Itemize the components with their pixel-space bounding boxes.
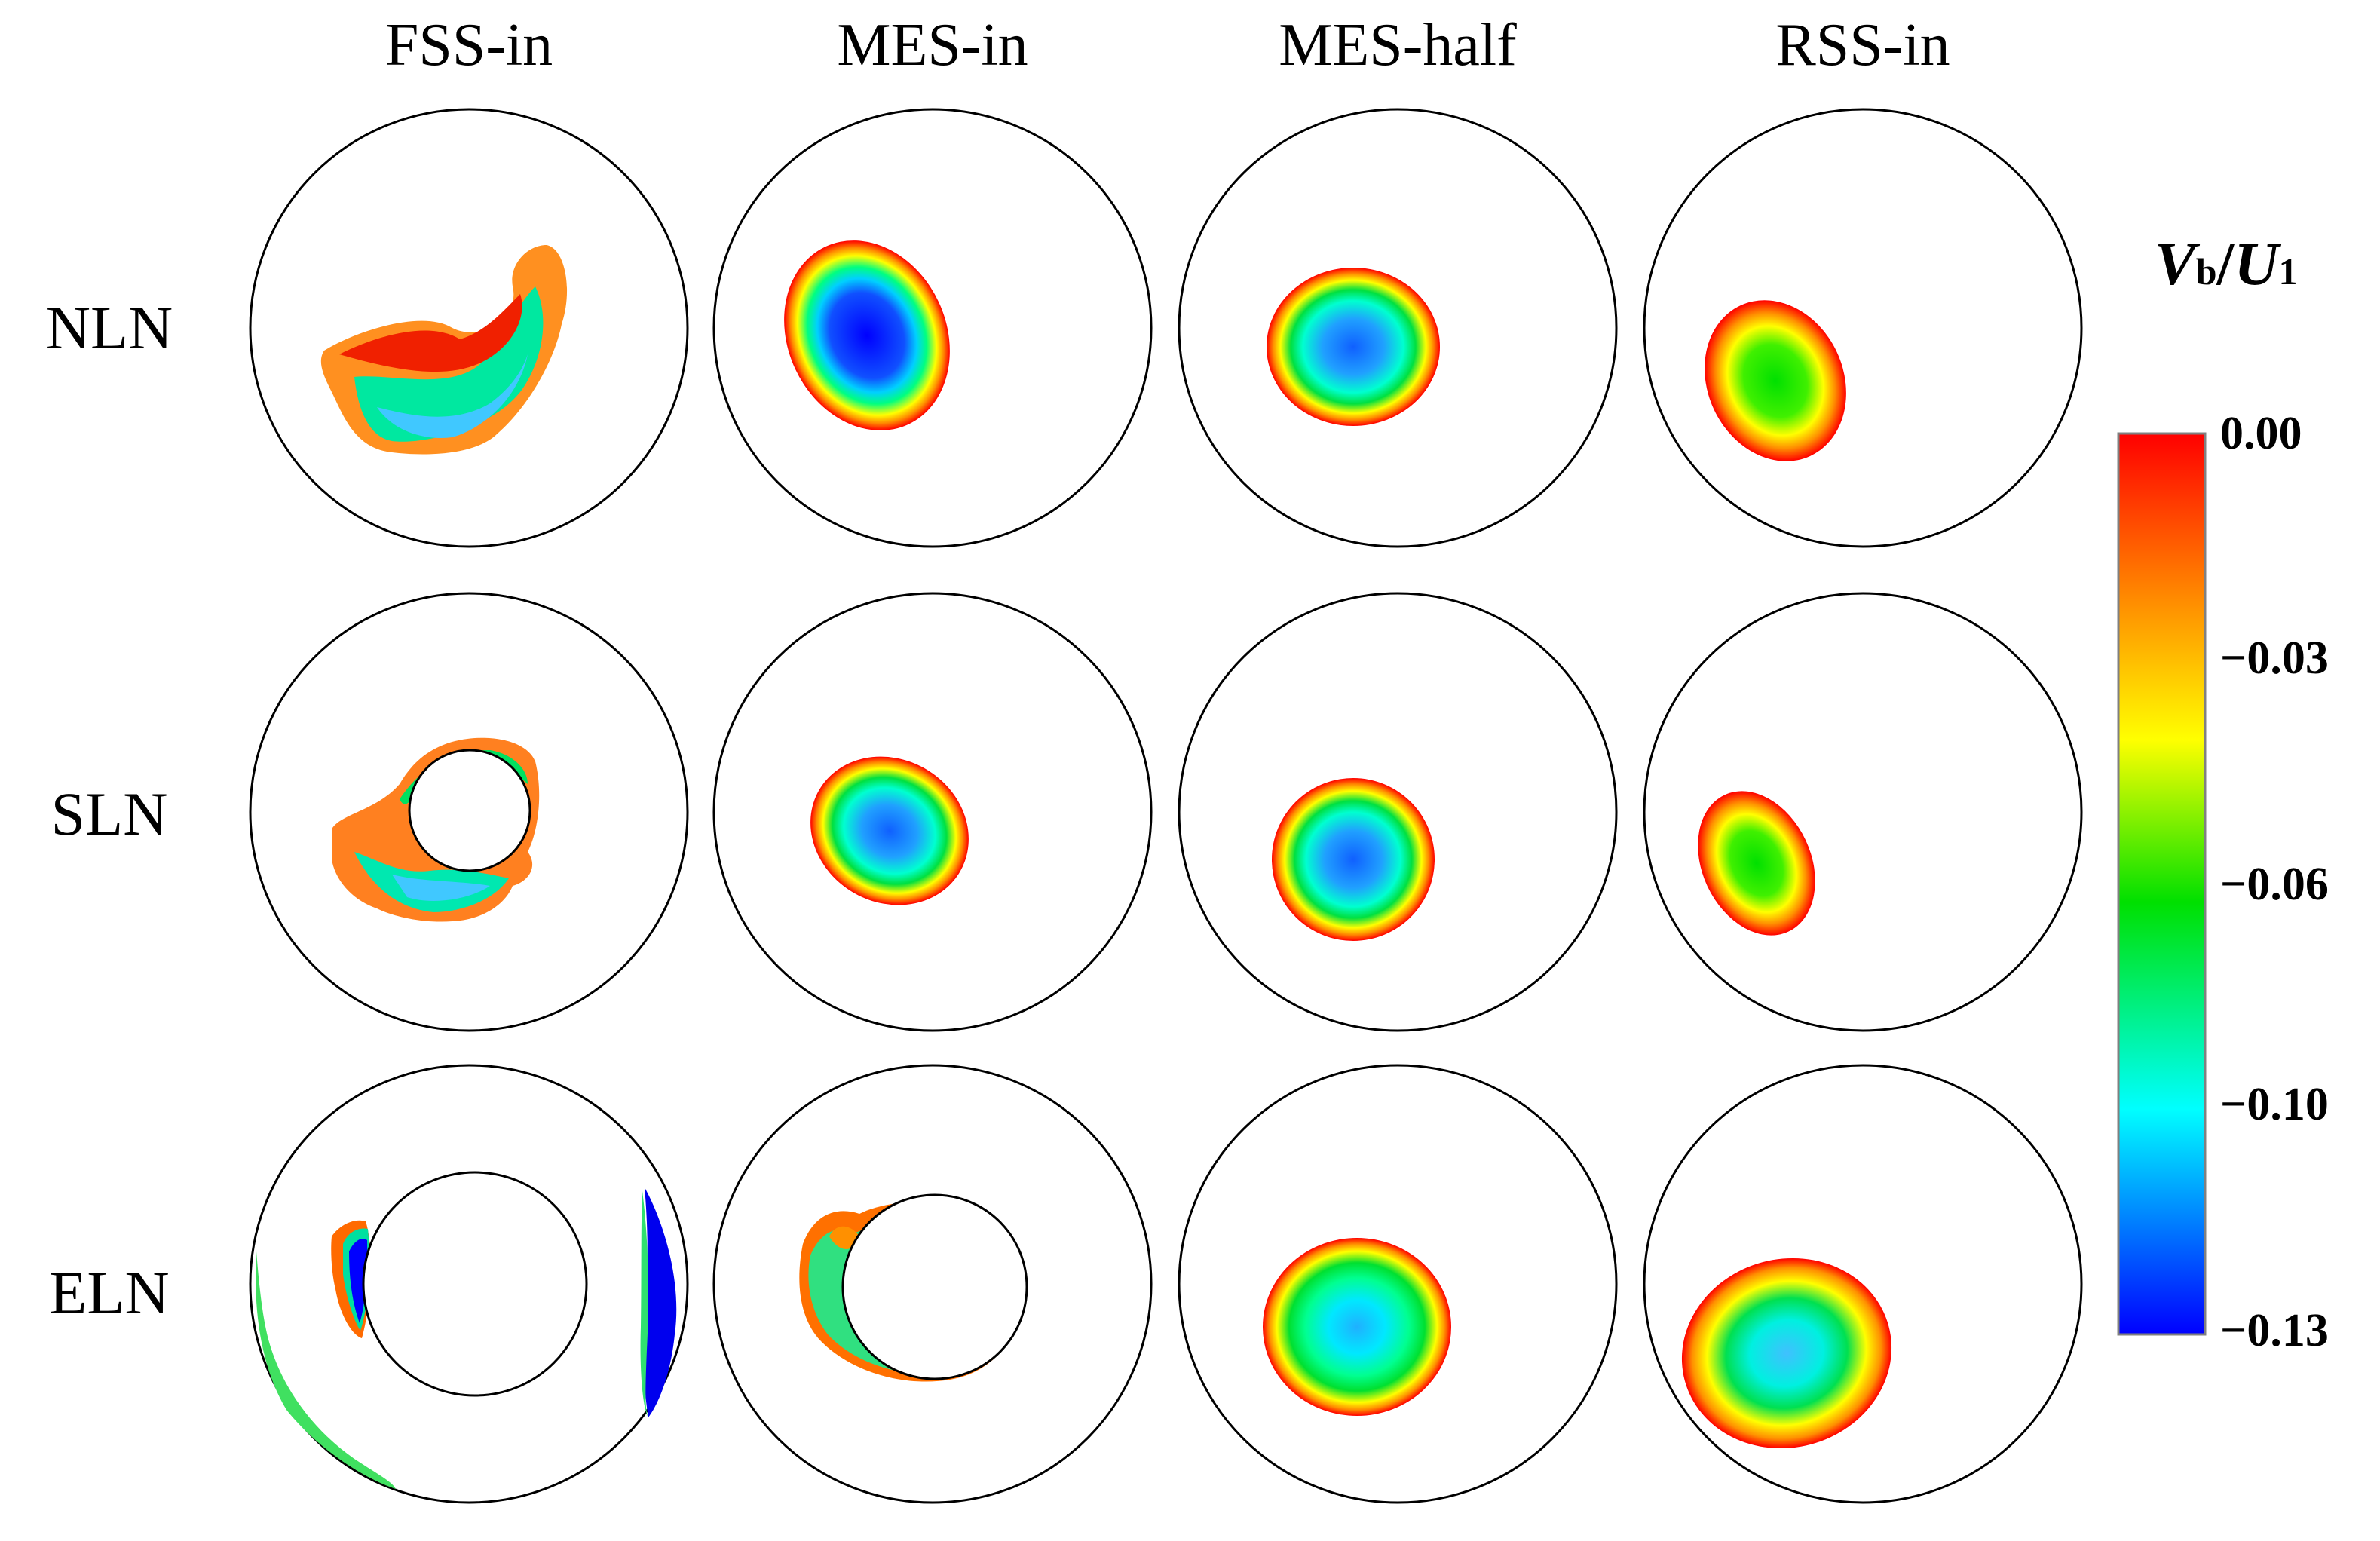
column-title-mes-half: MES-half: [1279, 12, 1517, 78]
colorbar-tick-0: 0.00: [2220, 408, 2302, 459]
panel-nln-rss-in: [1643, 108, 2083, 548]
row-title-nln: NLN: [45, 293, 173, 362]
column-title-mes-in: MES-in: [837, 12, 1028, 78]
panel-nln-fss-in: [249, 108, 689, 548]
colorbar-tick-4: −0.13: [2220, 1305, 2329, 1356]
column-title-rss-in: RSS-in: [1775, 12, 1950, 78]
panel-eln-fss-in: [249, 1064, 689, 1504]
panel-sln-mes-half: [1178, 592, 1618, 1032]
colorbar-tick-2: −0.06: [2220, 859, 2329, 910]
panel-eln-rss-in: [1643, 1064, 2083, 1504]
panel-eln-mes-half: [1178, 1064, 1618, 1504]
colorbar: [2117, 432, 2207, 1336]
panel-sln-fss-in: [249, 592, 689, 1032]
column-title-fss-in: FSS-in: [384, 12, 553, 78]
row-title-eln: ELN: [49, 1258, 170, 1327]
panel-nln-mes-in: [712, 108, 1153, 548]
panel-eln-mes-in: [712, 1064, 1153, 1504]
panel-sln-mes-in: [712, 592, 1153, 1032]
colorbar-tick-1: −0.03: [2220, 633, 2329, 684]
panel-sln-rss-in: [1643, 592, 2083, 1032]
colorbar-tick-3: −0.10: [2220, 1079, 2329, 1130]
colorbar-title: Vb/U1: [2155, 229, 2298, 298]
row-title-sln: SLN: [51, 780, 168, 848]
panel-nln-mes-half: [1178, 108, 1618, 548]
